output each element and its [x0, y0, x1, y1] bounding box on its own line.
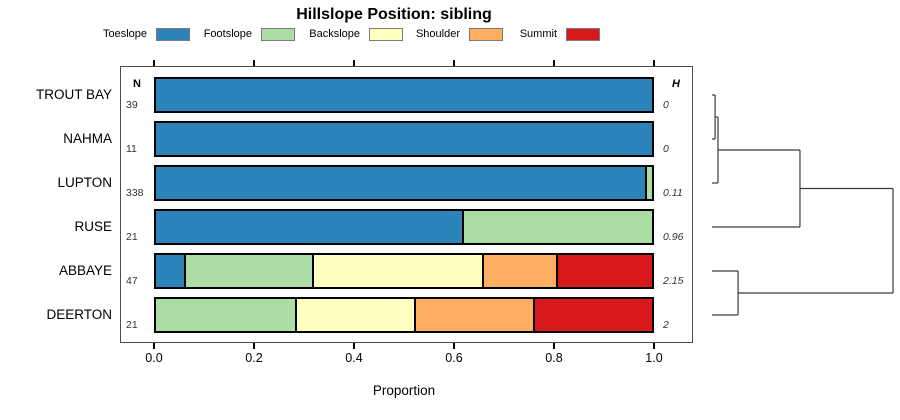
axis-tick-bottom	[253, 343, 255, 349]
bar-segment-footslope	[184, 253, 314, 289]
chart-title: Hillslope Position: sibling	[296, 6, 492, 23]
legend-swatch-toeslope	[156, 27, 190, 41]
legend-item-footslope: Footslope	[204, 26, 295, 42]
h-value: 0	[663, 143, 669, 155]
axis-tick-top	[353, 60, 355, 66]
bar-segment-toeslope	[154, 165, 647, 201]
plot-area-border	[120, 66, 693, 343]
bar-segment-backslope	[295, 297, 416, 333]
n-value: 11	[126, 143, 137, 155]
row-label: ABBAYE	[58, 263, 112, 278]
n-value: 47	[126, 275, 138, 287]
h-value: 0	[663, 99, 669, 111]
legend-label: Shoulder	[415, 28, 460, 40]
legend-label: Toeslope	[102, 28, 147, 40]
axis-tick-top	[153, 60, 155, 66]
bar-segment-footslope	[154, 297, 297, 333]
h-value: 2.15	[663, 275, 684, 287]
x-axis-title: Proportion	[372, 383, 436, 398]
x-axis-tick-label: 0.2	[245, 351, 263, 365]
bar-segment-toeslope	[154, 121, 654, 157]
row-label: LUPTON	[57, 175, 112, 190]
row-label: RUSE	[74, 219, 112, 234]
axis-tick-top	[453, 60, 455, 66]
bar-segment-toeslope	[154, 209, 464, 245]
n-value: 338	[126, 187, 144, 199]
legend-label: Footslope	[203, 28, 252, 40]
n-value: 39	[126, 99, 138, 111]
legend-label: Summit	[519, 28, 557, 40]
legend-item-summit: Summit	[520, 26, 600, 42]
axis-tick-bottom	[353, 343, 355, 349]
legend-swatch-footslope	[261, 27, 295, 41]
legend-swatch-summit	[566, 27, 600, 41]
row-label: TROUT BAY	[35, 87, 112, 102]
x-axis-tick-label: 1.0	[645, 351, 663, 365]
x-axis-tick-label: 0.0	[145, 351, 163, 365]
row-label: NAHMA	[63, 131, 112, 146]
n-column-header: N	[133, 78, 141, 90]
legend-swatch-backslope	[369, 27, 403, 41]
legend-label: Backslope	[309, 28, 360, 40]
bar-segment-shoulder	[414, 297, 535, 333]
axis-tick-top	[653, 60, 655, 66]
bar-segment-shoulder	[481, 253, 558, 289]
bar-segment-footslope	[461, 209, 654, 245]
h-value: 0.11	[663, 187, 683, 199]
row-label: DEERTON	[46, 307, 112, 322]
h-column-header: H	[672, 78, 680, 90]
legend-item-toeslope: Toeslope	[103, 26, 190, 42]
h-value: 2	[663, 319, 669, 331]
bar-segment-summit	[556, 253, 654, 289]
x-axis-tick-label: 0.4	[345, 351, 363, 365]
n-value: 21	[126, 319, 138, 331]
axis-tick-top	[553, 60, 555, 66]
axis-tick-bottom	[653, 343, 655, 349]
x-axis-tick-label: 0.8	[545, 351, 563, 365]
legend-swatch-shoulder	[469, 27, 503, 41]
axis-tick-bottom	[153, 343, 155, 349]
axis-tick-top	[253, 60, 255, 66]
axis-tick-bottom	[553, 343, 555, 349]
bar-segment-backslope	[311, 253, 484, 289]
bar-segment-toeslope	[154, 77, 654, 113]
legend-item-shoulder: Shoulder	[416, 26, 503, 42]
bar-segment-summit	[533, 297, 654, 333]
legend-item-backslope: Backslope	[309, 26, 403, 42]
x-axis-tick-label: 0.6	[445, 351, 463, 365]
axis-tick-bottom	[453, 343, 455, 349]
bar-segment-footslope	[644, 165, 654, 201]
n-value: 21	[126, 231, 138, 243]
h-value: 0.96	[663, 231, 684, 243]
